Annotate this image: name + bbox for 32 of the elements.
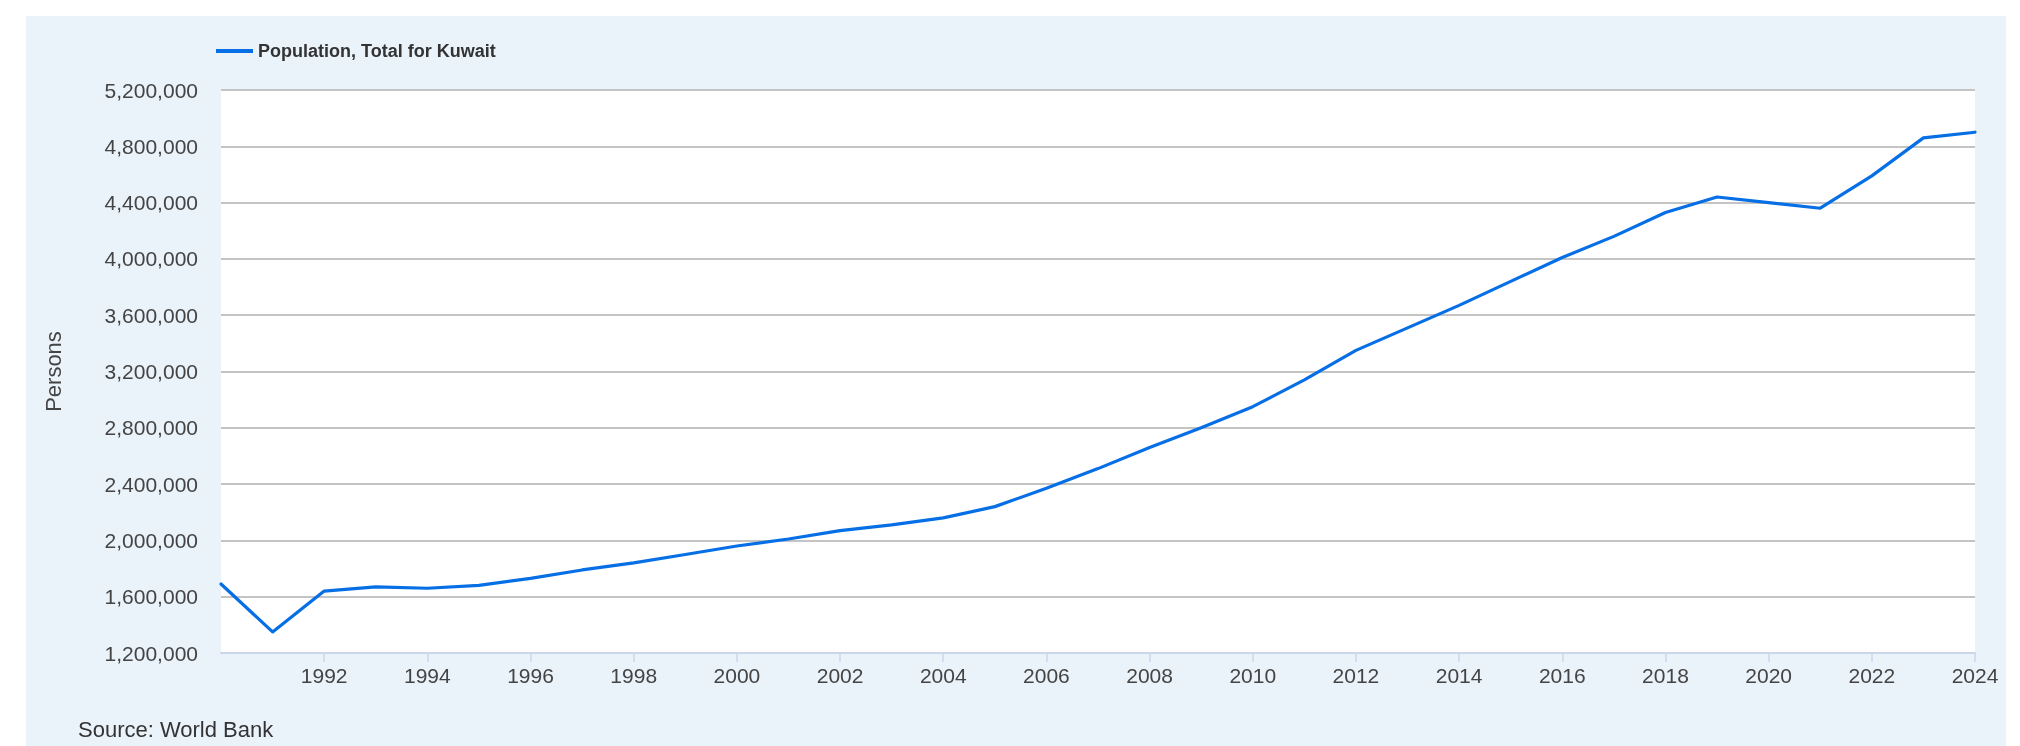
x-tick-label: 2018 (1642, 664, 1689, 687)
x-tick-label: 2010 (1229, 664, 1277, 687)
y-tick-label: 4,400,000 (104, 191, 198, 215)
y-tick-label: 5,200,000 (104, 78, 198, 102)
y-tick-label: 4,000,000 (104, 247, 198, 271)
y-tick-label: 2,800,000 (104, 416, 198, 440)
x-tick-label: 2022 (1848, 664, 1896, 687)
x-tick-label: 2000 (713, 664, 761, 687)
y-tick-label: 4,800,000 (104, 134, 198, 158)
x-tick-label: 1996 (507, 664, 554, 687)
x-tick-label: 2020 (1745, 664, 1793, 687)
source-note: Source: World Bank (78, 716, 275, 742)
x-tick-label: 2014 (1435, 664, 1483, 687)
y-tick-label: 2,000,000 (104, 528, 198, 552)
y-tick-label: 1,600,000 (104, 585, 198, 609)
line-series (219, 130, 1977, 634)
x-tick-label: 2006 (1023, 664, 1070, 687)
x-tick-label: 2002 (816, 664, 864, 687)
legend-label: Population, Total for Kuwait (258, 41, 496, 61)
y-tick-label: 3,200,000 (104, 360, 198, 383)
x-tick-label: 1998 (610, 664, 658, 687)
x-tick-label: 2012 (1332, 664, 1380, 687)
x-tick-label: 1994 (403, 664, 452, 687)
y-tick-label: 3,600,000 (104, 303, 198, 327)
x-tick-label: 2016 (1538, 664, 1586, 687)
x-tick-label: 2004 (919, 664, 967, 687)
x-tick-label: 2008 (1126, 664, 1173, 687)
y-tick-label: 2,400,000 (104, 472, 198, 496)
x-tick-label: 2024 (1951, 664, 1999, 687)
y-tick-label: 1,200,000 (104, 641, 198, 665)
y-axis-title: Persons (40, 331, 66, 412)
x-tick-label: 1992 (300, 664, 348, 687)
